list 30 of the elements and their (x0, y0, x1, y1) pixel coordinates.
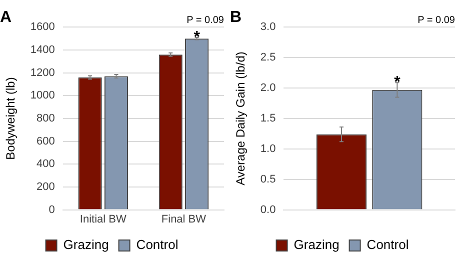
y-tick-label: 1400 (30, 44, 55, 56)
annotation: * (394, 74, 402, 91)
y-tick-label: 2.5 (260, 52, 276, 64)
y-tick-label: 200 (36, 181, 55, 194)
y-tick-label: 3.0 (260, 21, 276, 34)
legend-label: Control (366, 237, 409, 252)
chart-title: A (0, 9, 12, 26)
legend-label: Grazing (294, 237, 340, 252)
y-tick-label: 2.0 (260, 82, 276, 94)
y-tick-label: 0.0 (260, 204, 276, 216)
y-tick-label: 0 (48, 204, 55, 216)
y-tick-label: 800 (36, 112, 55, 125)
y-tick-label: 1200 (30, 66, 55, 79)
y-tick-label: 600 (36, 135, 55, 148)
chart-title: B (230, 9, 242, 26)
y-tick-label: 0.5 (260, 173, 276, 186)
x-tick-label: Initial BW (80, 213, 127, 226)
y-tick-label: 1000 (30, 90, 55, 102)
annotation: * (194, 28, 201, 46)
y-tick-label: 1.0 (260, 142, 276, 155)
y-tick-label: 1.5 (260, 112, 276, 125)
text: P = 0.09 (186, 14, 224, 26)
legend-label: Control (136, 237, 178, 252)
y-axis-title: Bodyweight (lb) (4, 77, 18, 160)
x-tick-label: Final BW (161, 213, 207, 226)
text: P = 0.09 (418, 14, 456, 26)
y-tick-label: 1600 (30, 21, 55, 34)
legend-label: Grazing (63, 237, 109, 252)
y-tick-label: 400 (36, 158, 55, 170)
y-axis-title: Average Daily Gain (lb/d) (234, 52, 248, 186)
